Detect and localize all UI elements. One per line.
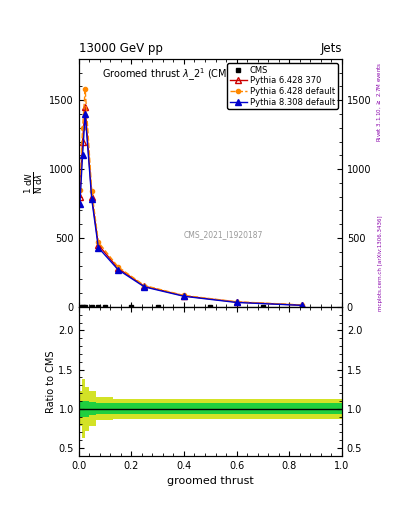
Pythia 6.428 370 xyxy=(83,104,88,110)
Pythia 8.308 default xyxy=(300,302,305,308)
Y-axis label: $\frac{1}{\mathrm{N}}\frac{\mathrm{d}N}{\mathrm{d}\lambda}$: $\frac{1}{\mathrm{N}}\frac{\mathrm{d}N}{… xyxy=(23,172,45,194)
Pythia 8.308 default xyxy=(142,284,147,290)
Pythia 6.428 370 xyxy=(142,283,147,289)
Pythia 8.308 default xyxy=(116,267,120,273)
Y-axis label: Ratio to CMS: Ratio to CMS xyxy=(46,350,55,413)
Line: Pythia 6.428 default: Pythia 6.428 default xyxy=(78,87,305,307)
Pythia 6.428 370 xyxy=(116,265,120,271)
CMS xyxy=(77,304,82,310)
X-axis label: groomed thrust: groomed thrust xyxy=(167,476,253,486)
Pythia 6.428 370 xyxy=(90,194,94,200)
Pythia 6.428 default xyxy=(300,302,305,308)
Pythia 6.428 default xyxy=(90,188,94,194)
Text: mcplots.cern.ch [arXiv:1306.3436]: mcplots.cern.ch [arXiv:1306.3436] xyxy=(378,215,383,311)
Pythia 6.428 default xyxy=(96,239,101,245)
Pythia 6.428 370 xyxy=(96,242,101,248)
Pythia 6.428 370 xyxy=(80,138,85,144)
CMS xyxy=(83,304,88,310)
Pythia 6.428 default xyxy=(116,264,120,270)
CMS xyxy=(208,304,213,310)
Text: Jets: Jets xyxy=(320,42,342,55)
Pythia 6.428 370 xyxy=(300,302,305,308)
Pythia 6.428 default xyxy=(142,283,147,289)
Pythia 6.428 default xyxy=(83,86,88,92)
Text: 13000 GeV pp: 13000 GeV pp xyxy=(79,42,162,55)
Legend: CMS, Pythia 6.428 370, Pythia 6.428 default, Pythia 8.308 default: CMS, Pythia 6.428 370, Pythia 6.428 defa… xyxy=(228,63,338,109)
CMS xyxy=(103,304,107,310)
Pythia 8.308 default xyxy=(77,201,82,207)
Pythia 8.308 default xyxy=(83,111,88,117)
CMS xyxy=(80,304,85,310)
Line: Pythia 8.308 default: Pythia 8.308 default xyxy=(77,111,305,308)
Pythia 6.428 default xyxy=(80,125,85,131)
CMS xyxy=(261,304,265,310)
Pythia 6.428 default xyxy=(77,187,82,193)
Text: Rivet 3.1.10, $\geq$ 2.7M events: Rivet 3.1.10, $\geq$ 2.7M events xyxy=(376,61,383,142)
Line: Pythia 6.428 370: Pythia 6.428 370 xyxy=(77,104,305,308)
Pythia 6.428 default xyxy=(182,292,186,298)
Pythia 8.308 default xyxy=(80,152,85,158)
Pythia 6.428 370 xyxy=(77,194,82,200)
Pythia 6.428 370 xyxy=(182,293,186,299)
Pythia 6.428 370 xyxy=(234,299,239,305)
Pythia 6.428 default xyxy=(234,298,239,305)
CMS xyxy=(96,304,101,310)
Pythia 8.308 default xyxy=(90,196,94,202)
Pythia 8.308 default xyxy=(182,293,186,300)
CMS xyxy=(155,304,160,310)
CMS xyxy=(129,304,134,310)
Pythia 8.308 default xyxy=(96,245,101,251)
Line: CMS: CMS xyxy=(78,305,265,309)
Text: CMS_2021_I1920187: CMS_2021_I1920187 xyxy=(184,230,263,240)
Pythia 8.308 default xyxy=(234,300,239,306)
CMS xyxy=(90,304,94,310)
Text: Groomed thrust $\lambda\_2^1$ (CMS jet substructure): Groomed thrust $\lambda\_2^1$ (CMS jet s… xyxy=(102,67,318,83)
